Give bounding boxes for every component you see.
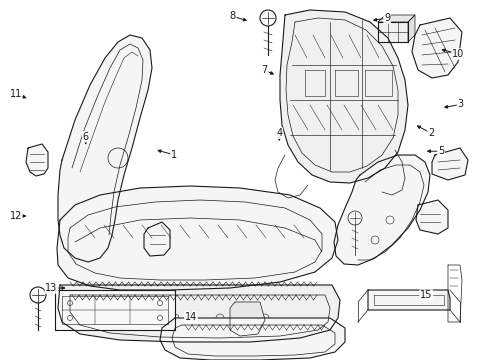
Polygon shape [58,285,340,342]
Text: 9: 9 [384,13,390,23]
Polygon shape [368,290,450,310]
Polygon shape [58,35,152,262]
Text: 13: 13 [46,283,58,293]
Text: 2: 2 [428,128,434,138]
Text: 6: 6 [83,132,89,142]
Text: 11: 11 [10,89,22,99]
Text: 8: 8 [230,11,236,21]
Polygon shape [416,200,448,234]
Text: 1: 1 [171,150,177,160]
Text: 15: 15 [420,290,433,300]
Text: 10: 10 [452,49,465,59]
Text: 12: 12 [9,211,22,221]
Polygon shape [160,318,345,360]
Polygon shape [55,290,175,330]
Polygon shape [230,302,265,336]
Polygon shape [378,22,408,42]
Polygon shape [144,222,170,256]
Polygon shape [57,186,338,290]
Polygon shape [378,15,415,22]
Text: 3: 3 [458,99,464,109]
Polygon shape [408,15,415,42]
Text: 4: 4 [276,128,282,138]
Polygon shape [432,148,468,180]
Polygon shape [26,144,48,176]
Text: 5: 5 [438,146,444,156]
Polygon shape [334,155,430,265]
Text: 14: 14 [185,312,197,322]
Polygon shape [412,18,462,78]
Polygon shape [280,10,408,183]
Text: 7: 7 [262,65,268,75]
